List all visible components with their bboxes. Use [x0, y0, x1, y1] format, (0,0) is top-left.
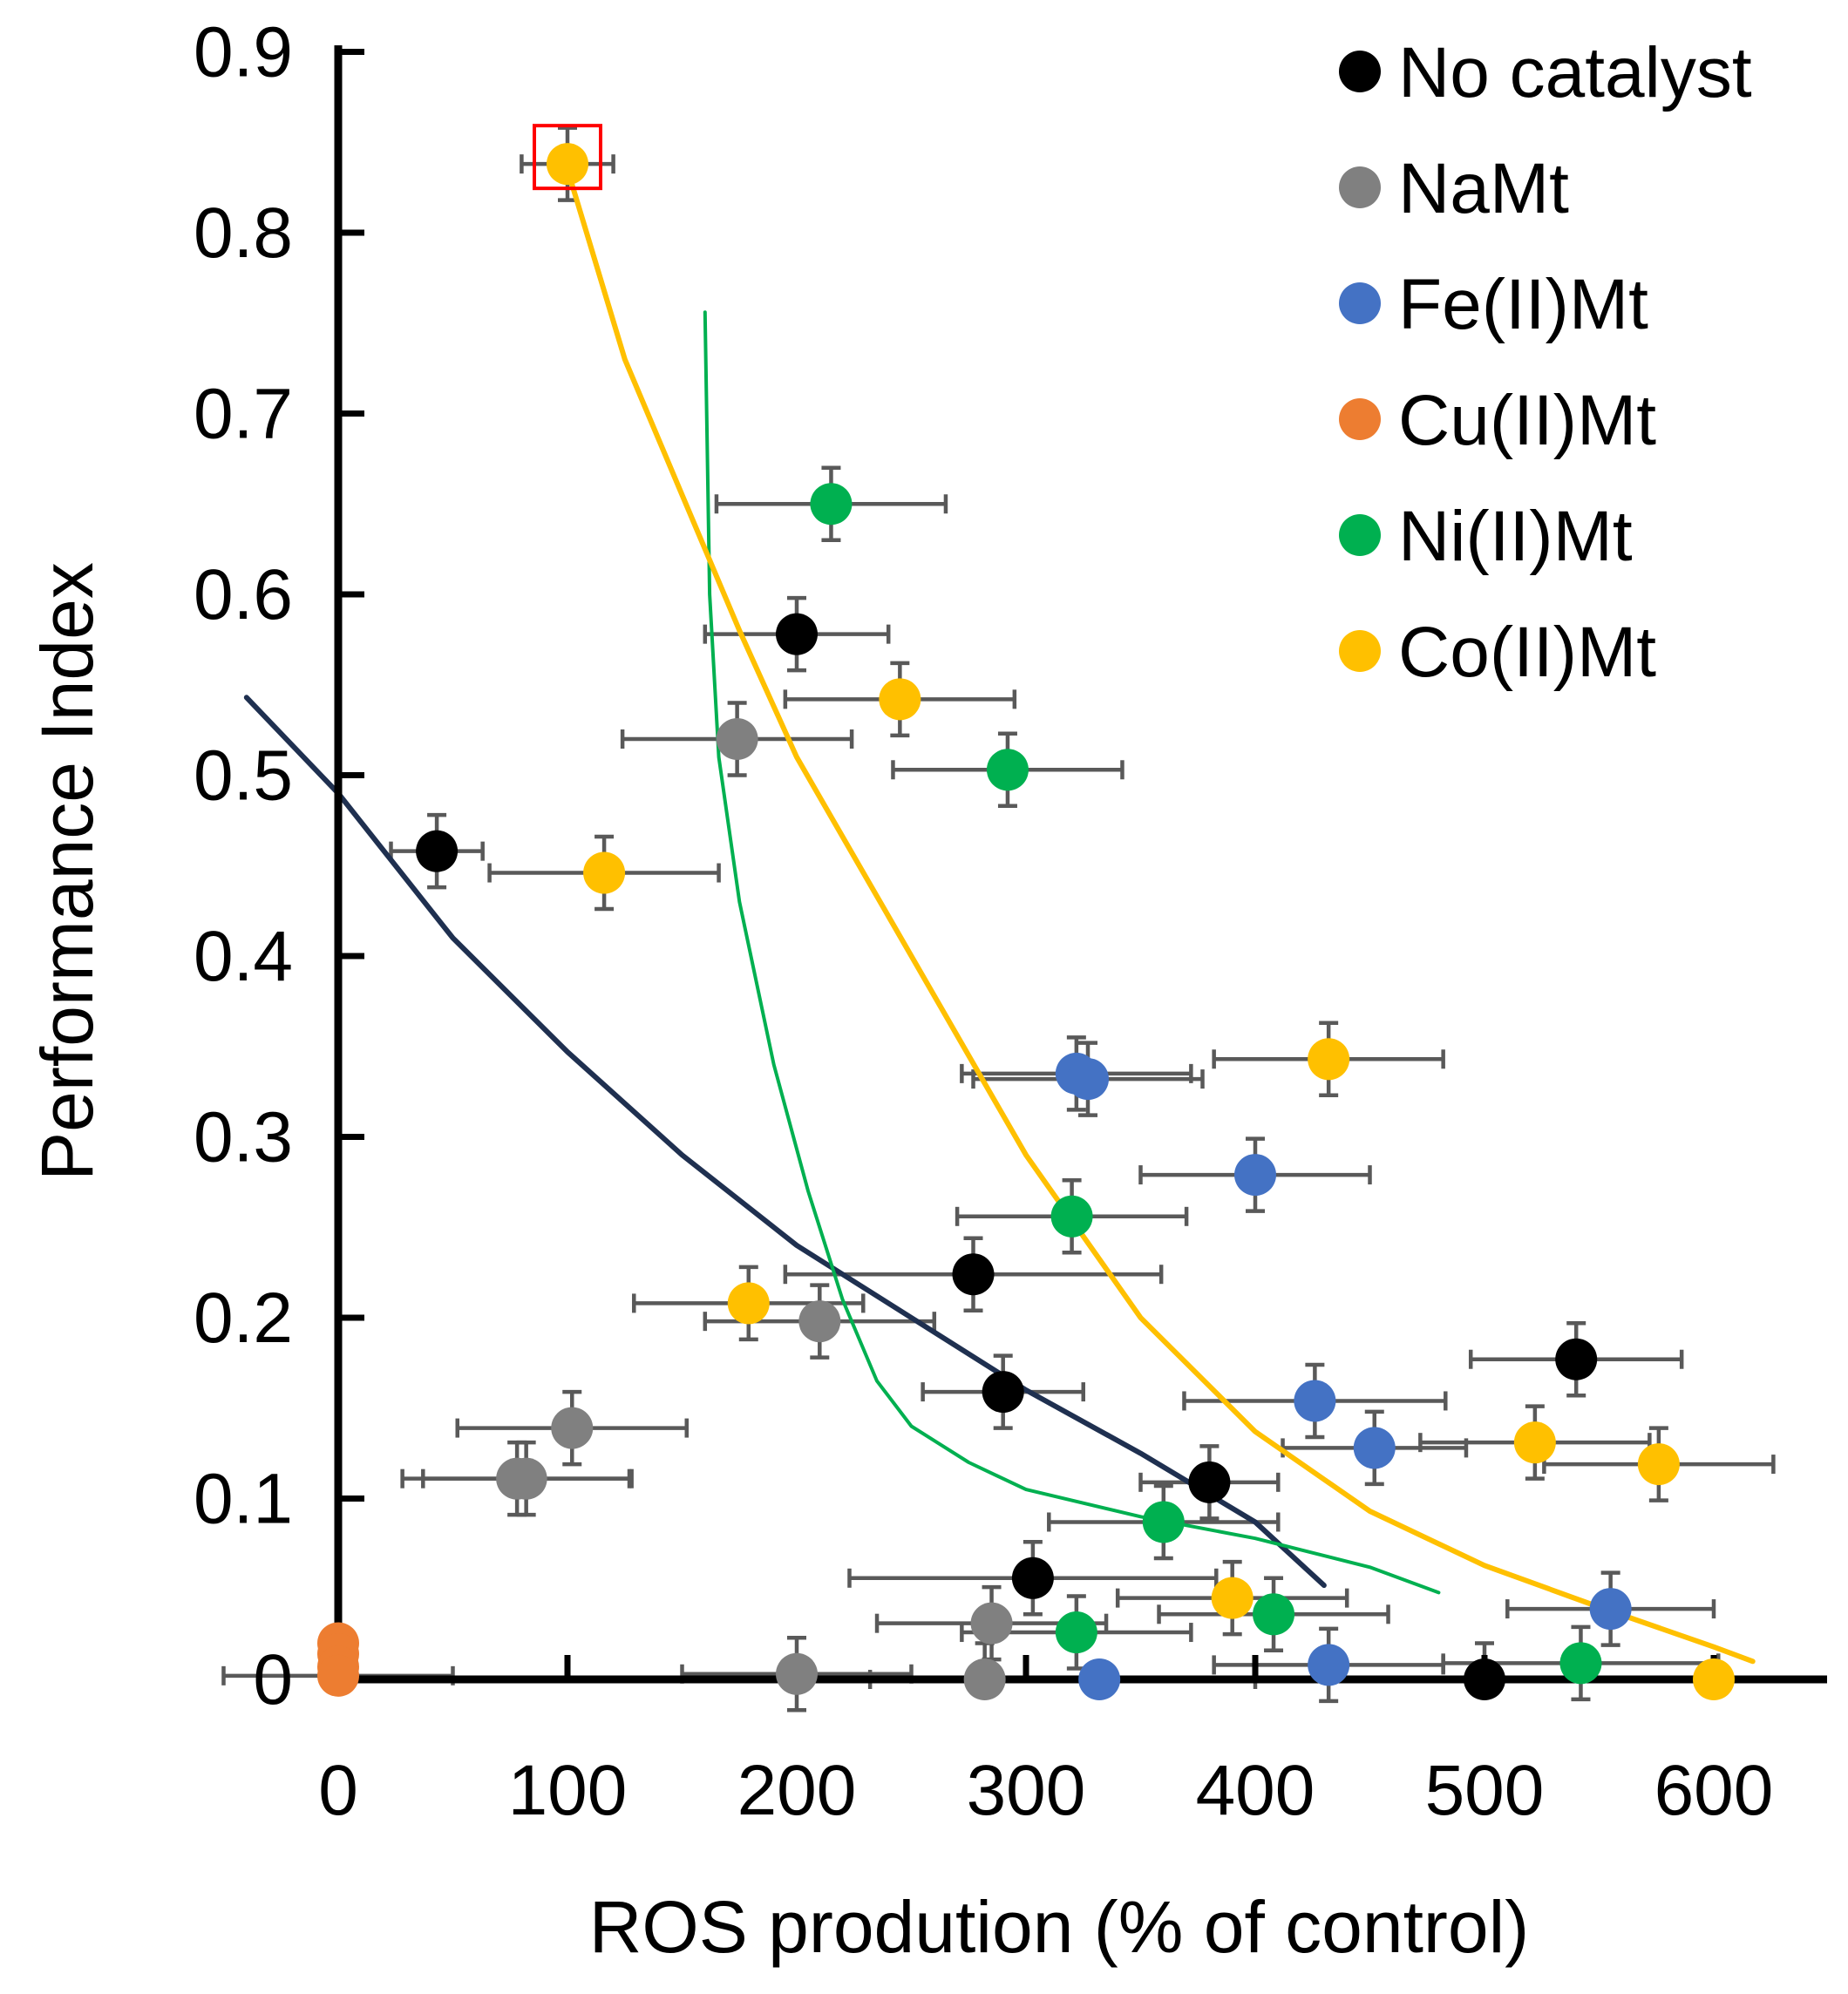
x-tick-label: 100: [508, 1751, 628, 1830]
data-point: [1253, 1593, 1295, 1636]
data-point: [1308, 1644, 1350, 1686]
data-point: [1353, 1427, 1396, 1469]
data-point: [547, 143, 588, 186]
data-point: [1055, 1611, 1097, 1654]
data-point: [1142, 1501, 1185, 1543]
x-tick-label: 600: [1654, 1751, 1774, 1830]
legend-label: NaMt: [1398, 149, 1569, 228]
y-tick-label: 0.2: [194, 1278, 293, 1358]
y-tick-label: 0.4: [194, 917, 293, 996]
legend-marker: [1339, 514, 1381, 556]
legend-label: No catalyst: [1398, 33, 1752, 112]
data-point: [716, 718, 758, 760]
data-point: [982, 1371, 1024, 1414]
x-axis-title: ROS prodution (% of control): [589, 1886, 1529, 1968]
data-point: [1188, 1461, 1231, 1503]
y-axis-title: Performance Index: [26, 562, 108, 1181]
data-point: [1559, 1642, 1602, 1685]
y-tick-label: 0: [253, 1640, 293, 1719]
y-tick-label: 0.9: [194, 13, 293, 92]
data-point: [963, 1658, 1006, 1700]
data-point: [1011, 1557, 1054, 1599]
legend: No catalyst NaMt Fe(II)Mt Cu(II)Mt Ni(II)Mt C…: [1339, 33, 1752, 692]
data-point: [1211, 1577, 1254, 1619]
data-point: [1464, 1658, 1505, 1700]
data-point: [551, 1407, 594, 1449]
data-points: [317, 143, 1735, 1700]
data-point: [810, 483, 853, 526]
data-point: [970, 1602, 1013, 1645]
legend-label: Ni(II)Mt: [1398, 497, 1633, 576]
data-point: [1294, 1380, 1336, 1422]
data-point: [776, 613, 818, 655]
y-axis-ticks: 0 0.1 0.2 0.3 0.4 0.5 0.6 0.7 0.8 0.9: [194, 13, 364, 1719]
legend-marker: [1339, 51, 1381, 92]
error-bars: [221, 125, 1776, 1713]
data-point: [317, 1654, 359, 1697]
trendline: [703, 310, 1441, 1595]
data-point: [1234, 1154, 1276, 1197]
data-point: [952, 1253, 995, 1296]
y-tick-label: 0.7: [194, 375, 293, 454]
x-tick-label: 300: [967, 1751, 1086, 1830]
x-tick-label: 500: [1425, 1751, 1545, 1830]
data-point: [1513, 1421, 1556, 1464]
data-point: [1308, 1038, 1350, 1081]
legend-marker: [1339, 398, 1381, 440]
data-point: [986, 749, 1029, 791]
legend-label: Fe(II)Mt: [1398, 265, 1648, 344]
legend-label: Co(II)Mt: [1398, 613, 1656, 692]
legend-marker: [1339, 630, 1381, 672]
y-tick-label: 0.8: [194, 193, 293, 273]
highlight-rect: [533, 124, 602, 191]
data-point: [1050, 1195, 1093, 1238]
y-tick-label: 0.1: [194, 1460, 293, 1539]
data-point: [776, 1652, 818, 1695]
x-axis-ticks: 0 100 200 300 400 500 600: [318, 1655, 1773, 1830]
y-tick-label: 0.5: [194, 736, 293, 816]
data-point: [1067, 1058, 1110, 1101]
data-point: [1693, 1658, 1735, 1700]
data-point: [798, 1300, 841, 1343]
legend-marker: [1339, 282, 1381, 324]
data-point: [416, 830, 459, 872]
legend-label: Cu(II)Mt: [1398, 381, 1656, 460]
highlight-box: [533, 124, 602, 191]
legend-marker: [1339, 166, 1381, 208]
data-point: [879, 678, 921, 721]
data-point: [1078, 1658, 1121, 1700]
x-tick-label: 400: [1196, 1751, 1315, 1830]
trendline: [243, 695, 1327, 1589]
trendlines: [243, 166, 1756, 1665]
data-point: [1637, 1443, 1680, 1486]
data-point: [727, 1282, 770, 1325]
x-tick-label: 200: [737, 1751, 857, 1830]
x-tick-label: 0: [318, 1751, 358, 1830]
data-point: [1589, 1588, 1632, 1631]
data-point: [505, 1457, 547, 1500]
y-tick-label: 0.3: [194, 1098, 293, 1177]
data-point: [1555, 1338, 1598, 1380]
trendline: [565, 166, 1756, 1665]
data-point: [583, 851, 626, 894]
y-tick-label: 0.6: [194, 555, 293, 634]
